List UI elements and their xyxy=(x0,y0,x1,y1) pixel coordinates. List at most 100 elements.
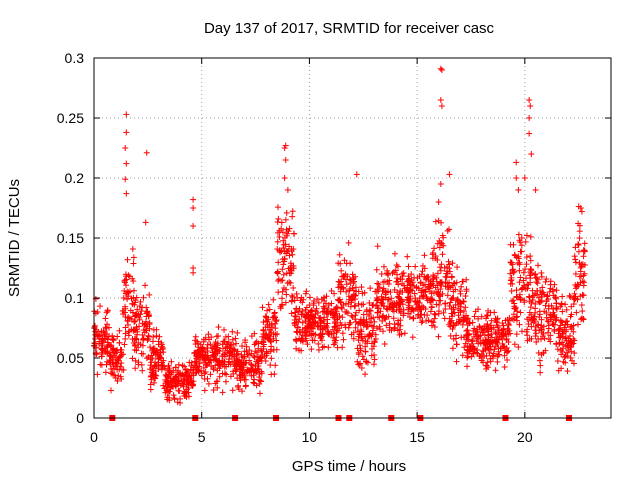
data-point xyxy=(278,302,285,309)
data-point xyxy=(152,375,159,382)
data-point xyxy=(149,338,156,345)
data-point xyxy=(291,297,298,304)
data-point xyxy=(386,320,393,327)
data-point xyxy=(352,292,359,299)
data-point xyxy=(501,363,508,370)
data-point xyxy=(200,336,207,343)
data-point xyxy=(453,341,460,348)
data-point xyxy=(306,315,313,322)
data-point xyxy=(307,324,314,331)
data-point xyxy=(266,326,273,333)
data-point xyxy=(366,311,373,318)
data-point xyxy=(273,346,280,353)
data-point xyxy=(229,328,236,335)
data-point xyxy=(106,341,113,348)
data-point xyxy=(279,229,286,236)
data-point xyxy=(357,360,364,367)
data-point xyxy=(282,157,289,163)
data-point xyxy=(377,308,384,315)
data-point xyxy=(263,314,270,321)
data-point xyxy=(523,232,530,239)
data-point xyxy=(358,284,365,291)
data-point xyxy=(151,374,158,381)
data-point xyxy=(99,342,106,349)
data-point xyxy=(323,309,330,316)
data-point xyxy=(355,300,362,307)
data-point xyxy=(331,306,338,313)
data-point xyxy=(108,387,115,394)
data-point xyxy=(428,322,435,329)
data-point xyxy=(126,273,133,280)
data-point xyxy=(331,330,338,337)
data-point xyxy=(120,294,127,301)
data-point xyxy=(373,266,380,273)
data-point xyxy=(335,260,342,267)
data-point xyxy=(193,352,200,359)
data-point xyxy=(286,225,293,232)
data-point xyxy=(235,350,242,357)
data-point xyxy=(239,343,246,350)
data-point xyxy=(348,312,355,319)
data-point xyxy=(257,377,264,384)
data-point xyxy=(169,382,176,389)
data-point xyxy=(438,261,445,268)
data-point xyxy=(272,320,279,327)
data-point xyxy=(338,267,345,274)
data-point xyxy=(357,347,364,354)
data-point xyxy=(175,377,182,384)
data-point xyxy=(345,239,352,246)
data-point xyxy=(337,288,344,295)
data-point xyxy=(170,392,177,399)
data-point xyxy=(145,333,152,340)
data-point xyxy=(353,171,360,178)
data-point xyxy=(352,292,359,299)
data-point xyxy=(304,341,311,348)
data-point xyxy=(275,277,282,284)
data-point xyxy=(114,333,121,340)
data-point xyxy=(275,259,282,266)
data-point xyxy=(130,287,137,294)
data-point xyxy=(143,313,150,320)
data-point xyxy=(190,269,197,276)
data-point xyxy=(394,271,401,278)
data-point xyxy=(265,336,272,343)
data-point xyxy=(220,360,227,367)
data-point xyxy=(229,359,236,366)
data-point xyxy=(347,303,354,310)
data-point xyxy=(262,358,269,365)
data-point xyxy=(236,359,243,366)
y-tick-label: 0.1 xyxy=(65,290,85,306)
data-point xyxy=(221,326,228,333)
data-point xyxy=(389,270,396,277)
data-point xyxy=(102,315,109,322)
data-point xyxy=(270,296,277,303)
data-point xyxy=(343,281,350,288)
data-point xyxy=(360,311,367,318)
data-point xyxy=(571,253,578,260)
data-point xyxy=(294,329,301,336)
data-point xyxy=(116,339,123,346)
y-tick-label: 0 xyxy=(76,410,84,426)
data-point xyxy=(201,370,208,377)
data-point xyxy=(435,199,442,205)
data-point xyxy=(464,363,471,370)
data-point xyxy=(123,160,130,167)
data-point xyxy=(145,332,152,339)
data-point xyxy=(253,338,260,345)
data-point xyxy=(164,381,171,388)
data-point xyxy=(390,303,397,310)
data-point xyxy=(241,353,248,360)
data-point xyxy=(184,373,191,380)
data-point xyxy=(532,327,539,334)
data-point xyxy=(343,288,350,295)
data-point xyxy=(168,358,175,365)
data-point xyxy=(366,307,373,314)
data-point xyxy=(359,353,366,360)
data-point xyxy=(288,310,295,317)
data-point xyxy=(542,278,549,285)
data-point xyxy=(155,341,162,348)
data-point xyxy=(190,196,197,203)
data-point xyxy=(142,318,149,325)
data-point xyxy=(177,395,184,402)
data-point xyxy=(103,325,110,332)
